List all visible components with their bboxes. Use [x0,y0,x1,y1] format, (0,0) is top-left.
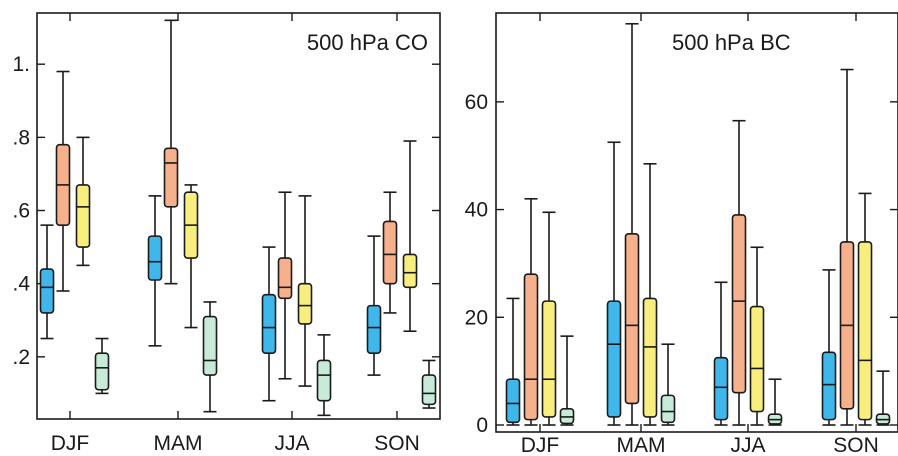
bc-box [821,351,837,421]
co-box [382,220,398,285]
co-box [202,315,218,376]
co-y-tick-label: .8 [12,126,30,149]
co-panel: 500 hPa CO .2 .4 .6 .8 1. DJF MAM JJA SON [12,12,441,455]
bc-y-tick-label: 0 [476,414,488,437]
bc-x-categories: DJF MAM JJA SON [521,13,879,456]
co-y-tick-label: .6 [12,200,30,223]
co-y-tick-label: .2 [12,346,30,369]
co-box [261,293,277,354]
bc-box [624,233,640,405]
bc-box [523,273,539,421]
co-box [421,374,437,406]
bc-y-tick-label: 20 [465,306,488,329]
co-y-tick-label: .4 [12,273,30,296]
co-box [297,282,313,325]
co-category-label: MAM [154,432,203,455]
bc-panel: 500 hPa BC 0 20 40 60 DJF MAM JJA SON [465,12,898,456]
co-category-label: DJF [51,432,90,455]
co-category-label: SON [374,432,420,455]
co-box [316,359,332,402]
bc-category-label: MAM [617,434,666,456]
bc-y-tick-label: 60 [465,91,488,114]
co-y-tick-label: 1. [12,53,30,76]
bc-box [660,394,676,424]
co-box [402,253,418,289]
bc-y-tick-label: 40 [465,199,488,222]
co-box [94,352,110,391]
bc-box [559,408,575,425]
bc-box [731,214,747,394]
co-box [75,184,91,248]
bc-boxes [505,22,891,426]
co-panel-title: 500 hPa CO [307,30,428,55]
bc-y-ticks: 0 20 40 60 [465,91,898,437]
co-y-ticks: .2 .4 .6 .8 1. [12,53,440,369]
co-box [366,304,382,354]
bc-box [749,305,765,413]
co-box [147,235,163,281]
co-box [39,268,55,314]
co-box [277,257,293,300]
bc-category-label: SON [833,434,879,456]
bc-box [541,300,557,418]
bc-box [857,241,873,421]
bc-plot-frame [495,12,898,433]
bc-box [505,378,521,424]
bc-box [606,300,622,418]
co-plot-frame [36,12,441,420]
bc-category-label: JJA [730,434,765,456]
bc-box [713,356,729,421]
bc-box [642,297,658,418]
co-boxes [39,19,437,417]
bc-panel-title: 500 hPa BC [672,30,791,55]
co-x-categories: DJF MAM JJA SON [51,13,420,455]
co-category-label: JJA [274,432,309,455]
bc-category-label: DJF [521,434,560,456]
co-box [163,147,179,208]
